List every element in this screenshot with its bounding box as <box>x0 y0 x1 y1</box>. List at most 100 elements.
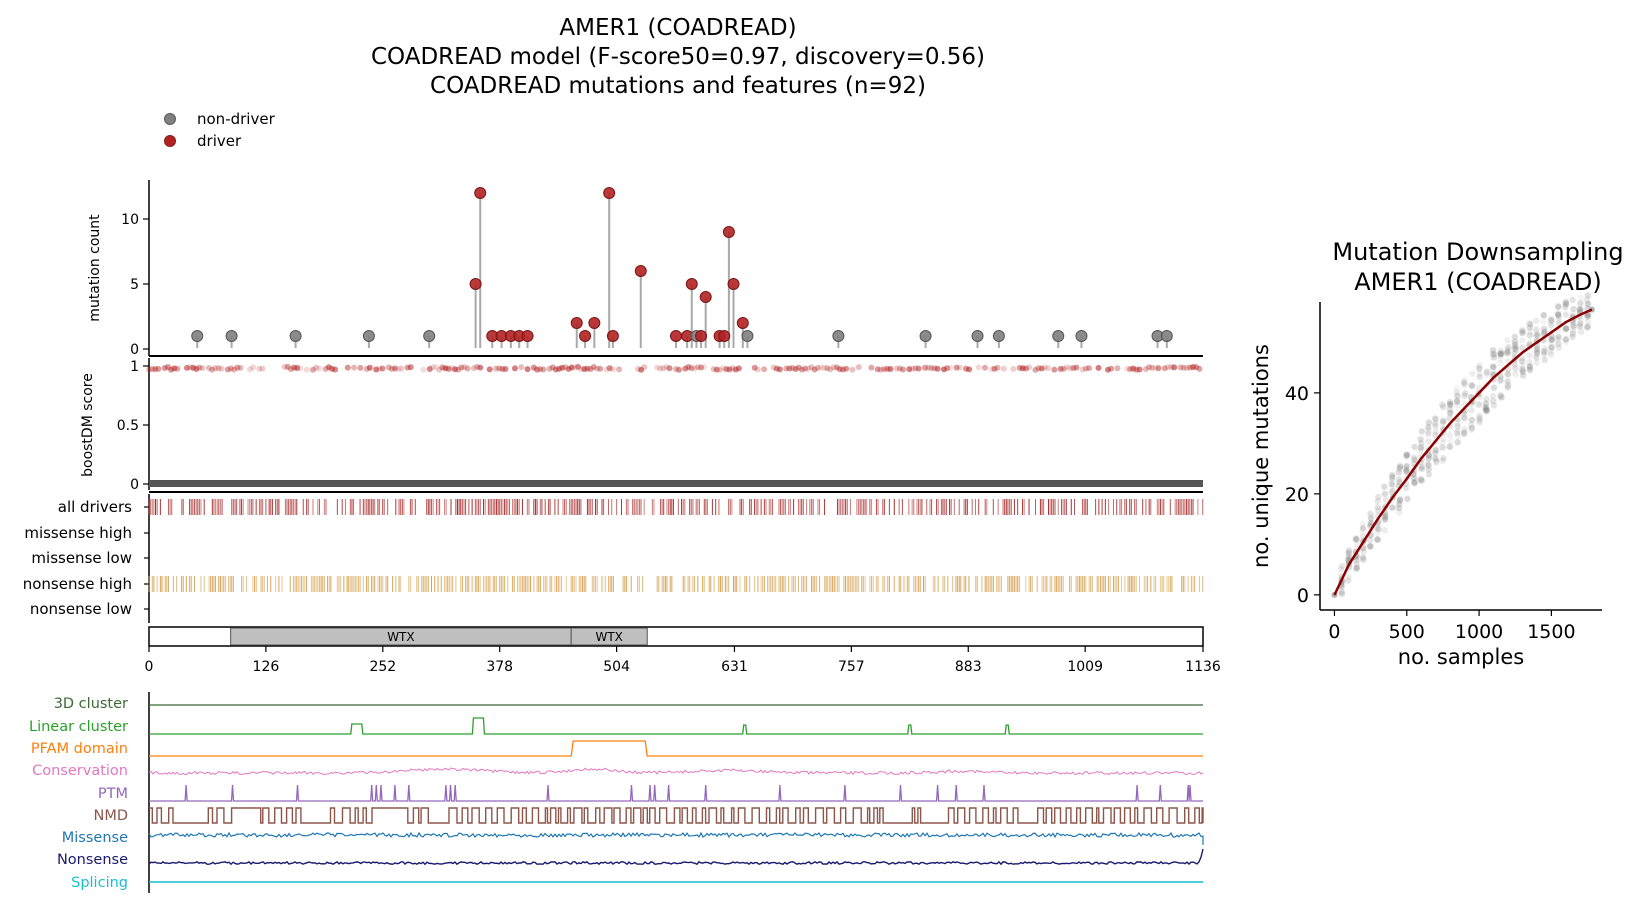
downsampling-point <box>1454 402 1461 409</box>
boostdm-driver-point <box>1183 365 1190 372</box>
boostdm-driver-point <box>922 364 929 371</box>
boostdm-driver-point <box>199 365 206 372</box>
protein-xtick-label: 252 <box>369 659 396 675</box>
boostdm-driver-point <box>590 363 597 370</box>
downsampling-point <box>1511 340 1519 347</box>
downsampling-point <box>1497 377 1504 384</box>
boostdm-driver-point <box>925 364 932 371</box>
downsampling-point <box>1359 520 1366 527</box>
boostdm-driver-point <box>215 365 222 372</box>
lollipop-stems <box>196 193 1168 348</box>
boostdm-driver-point <box>716 366 723 373</box>
downsampling-point <box>1526 352 1533 359</box>
downsampling-point <box>1446 398 1454 406</box>
boostdm-driver-point <box>956 364 963 371</box>
boostdm-driver-point <box>688 365 695 372</box>
downsampling-point <box>1519 329 1526 337</box>
downsampling-point <box>1547 348 1554 355</box>
downsampling-point <box>1411 479 1418 487</box>
downsampling-point <box>1482 404 1490 412</box>
downsampling-point <box>1359 532 1366 539</box>
downsampling-point <box>1446 443 1453 450</box>
downsampling-point <box>1519 372 1527 379</box>
downsampling-point <box>1570 322 1577 329</box>
downsampling-point <box>1512 343 1520 351</box>
downsampling-point <box>1353 564 1361 571</box>
downsampling-point <box>1396 465 1403 472</box>
lollipop-ytick-label: 10 <box>121 212 139 228</box>
downsampling-point <box>1519 327 1526 335</box>
downsampling-point <box>1439 403 1447 411</box>
downsampling-point <box>1425 452 1433 459</box>
downsampling-point <box>1425 419 1433 426</box>
downsampling-point <box>1403 451 1410 458</box>
downsampling-point <box>1468 416 1475 423</box>
downsampling-point <box>1490 354 1498 361</box>
downsampling-point <box>1555 312 1562 319</box>
downsampling-point <box>1548 333 1556 340</box>
boostdm-driver-point <box>1130 365 1137 372</box>
downsampling-point <box>1454 392 1461 400</box>
downsampling-point <box>1483 405 1490 413</box>
downsampling-point <box>1577 320 1584 327</box>
downsampling-point <box>1548 315 1555 323</box>
downsampling-point <box>1402 468 1410 475</box>
boostdm-ytick-label: 1 <box>130 359 139 375</box>
boostdm-ytick-label: 0.5 <box>117 418 139 434</box>
downsampling-point <box>1584 313 1591 320</box>
boostdm-driver-point <box>228 365 235 372</box>
boostdm-driver-point <box>827 366 834 373</box>
downsampling-point <box>1476 415 1483 423</box>
boostdm-driver-point <box>433 364 440 371</box>
downsampling-point <box>1533 330 1541 338</box>
boostdm-driver-point <box>1146 364 1153 371</box>
downsampling-point <box>1411 454 1418 461</box>
boostdm-driver-point <box>814 364 821 371</box>
nondriver-mutation-point <box>191 330 204 342</box>
downsampling-point <box>1497 359 1504 367</box>
boostdm-driver-point <box>231 366 238 373</box>
boostdm-driver-point <box>1114 365 1121 372</box>
downsampling-point <box>1424 461 1432 468</box>
boostdm-driver-point <box>653 364 660 371</box>
boostdm-driver-point <box>868 364 875 371</box>
boostdm-driver-point <box>493 365 500 372</box>
boostdm-driver-point <box>351 364 358 371</box>
boostdm-driver-point <box>798 366 805 373</box>
downsampling-point <box>1337 587 1345 595</box>
downsampling-point <box>1360 524 1367 531</box>
downsampling-point <box>1411 474 1418 481</box>
downsampling-point <box>1447 409 1454 416</box>
downsampling-point <box>1584 292 1592 299</box>
feature-line-linear-cluster <box>149 717 1203 735</box>
boostdm-driver-point <box>246 366 253 373</box>
nondriver-mutation-point <box>225 330 238 342</box>
downsampling-point <box>1576 306 1584 314</box>
downsampling-point <box>1440 455 1447 462</box>
protein-xtick-label: 378 <box>486 659 513 675</box>
track-labels: all drivers missense high missense low nons… <box>23 498 149 618</box>
boostdm-driver-point <box>357 364 364 371</box>
downsampling-point <box>1432 423 1439 430</box>
legend-driver-marker <box>164 135 176 147</box>
downsampling-point <box>1533 326 1540 333</box>
downsampling-point <box>1389 471 1396 479</box>
boostdm-driver-point <box>584 365 591 372</box>
boostdm-driver-point <box>1193 364 1200 371</box>
downsampling-point <box>1483 369 1491 377</box>
downsampling-point <box>1396 505 1403 512</box>
boostdm-driver-point <box>205 364 212 371</box>
downsampling-point <box>1404 452 1411 459</box>
boostdm-driver-point <box>840 366 847 373</box>
downsampling-point <box>1353 564 1360 572</box>
boostdm-driver-point <box>1196 365 1203 372</box>
boostdm-driver-point <box>682 365 689 372</box>
downsampling-point <box>1453 384 1461 392</box>
boostdm-driver-point <box>575 363 582 370</box>
boostdm-driver-point <box>212 365 219 372</box>
downsampling-point <box>1345 550 1353 557</box>
driver-mutation-point <box>634 265 647 277</box>
downsampling-point <box>1576 323 1584 330</box>
boostdm-driver-point <box>1108 365 1115 372</box>
downsampling-point <box>1425 438 1432 445</box>
